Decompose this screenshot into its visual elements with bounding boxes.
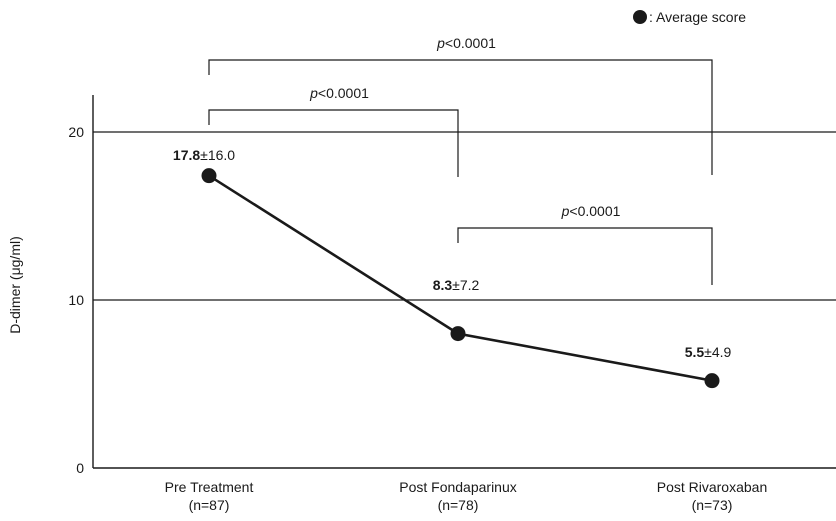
axes xyxy=(92,95,836,469)
p-value-label-1: p<0.0001 xyxy=(436,35,496,51)
x-tick-n-label-2: (n=78) xyxy=(438,497,479,513)
legend: : Average score xyxy=(633,9,746,25)
legend-label: : Average score xyxy=(649,9,746,25)
significance-bracket-3 xyxy=(457,227,713,285)
x-tick-label-1: Pre Treatment xyxy=(165,479,254,495)
x-tick-label-3: Post Rivaroxaban xyxy=(657,479,768,495)
significance-bracket-2 xyxy=(208,109,459,177)
significance-bracket-1 xyxy=(208,59,713,175)
data-label-3: 5.5±4.9 xyxy=(685,344,732,360)
y-tick-label-20: 20 xyxy=(68,124,84,140)
data-point-1 xyxy=(201,168,217,184)
data-label-2: 8.3±7.2 xyxy=(433,277,480,293)
p-value-label-3: p<0.0001 xyxy=(561,203,621,219)
x-tick-label-2: Post Fondaparinux xyxy=(399,479,517,495)
data-point-2 xyxy=(450,326,466,342)
y-tick-label-10: 10 xyxy=(68,292,84,308)
x-tick-n-label-1: (n=87) xyxy=(189,497,230,513)
x-tick-n-label-3: (n=73) xyxy=(692,497,733,513)
data-point-3 xyxy=(704,373,720,389)
y-tick-label-0: 0 xyxy=(76,460,84,476)
data-label-1: 17.8±16.0 xyxy=(173,147,235,163)
legend-marker xyxy=(633,10,647,24)
significance-brackets: p<0.0001 p<0.0001 p<0.0001 xyxy=(208,35,713,285)
y-tick-labels: 0 10 20 xyxy=(68,124,84,476)
y-axis-label: D-dimer (μg/ml) xyxy=(7,236,23,334)
x-tick-labels: Pre Treatment (n=87) Post Fondaparinux (n=7… xyxy=(165,479,768,513)
p-value-label-2: p<0.0001 xyxy=(309,85,369,101)
average-score-series: 17.8±16.0 8.3±7.2 5.5±4.9 xyxy=(173,147,732,389)
